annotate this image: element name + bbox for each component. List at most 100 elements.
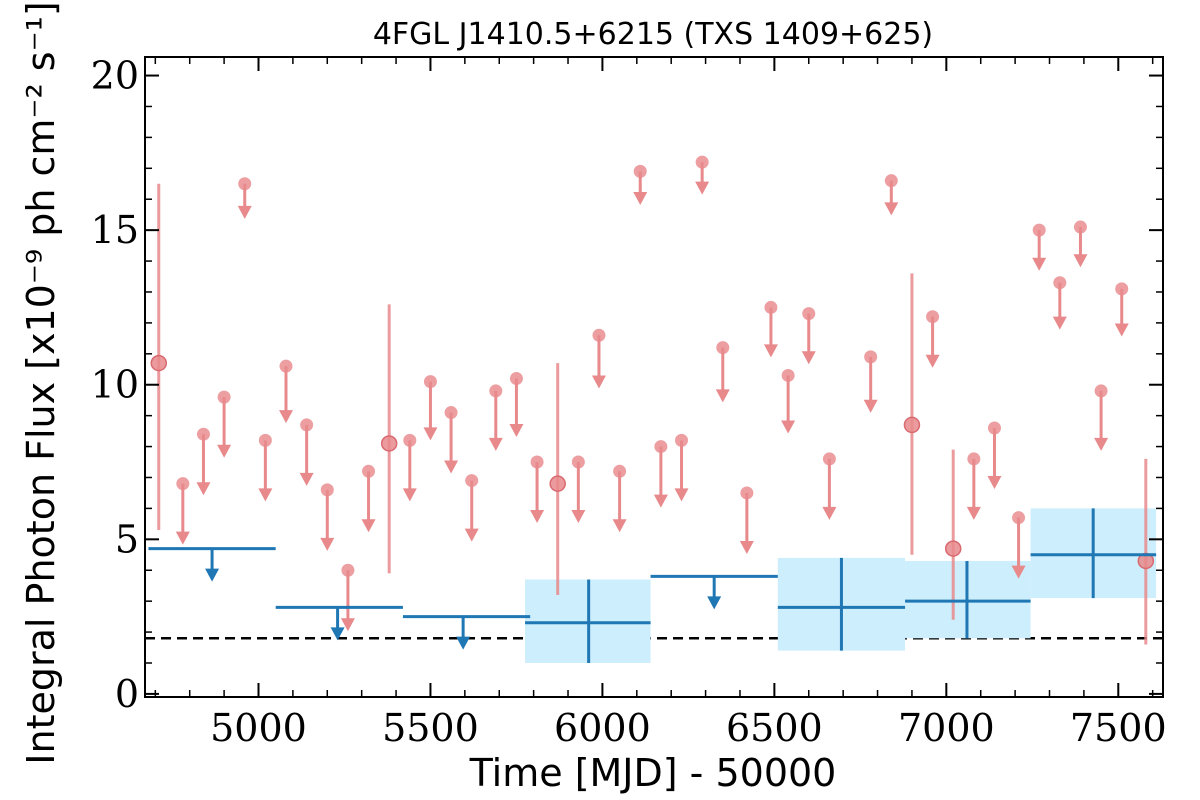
fine-upper-limit-point (362, 464, 376, 478)
fine-detection-point (150, 354, 168, 372)
fine-upper-limit-point (444, 406, 458, 420)
fine-upper-limit-point (1094, 384, 1108, 398)
fine-upper-limit-arrowhead (320, 537, 335, 551)
fine-upper-limit-arrowhead (1073, 254, 1088, 268)
x-tick-label: 5500 (382, 706, 479, 750)
fine-upper-limit-arrowhead (801, 351, 816, 365)
fine-upper-limit-arrowhead (488, 437, 503, 451)
fine-upper-limit-point (1032, 223, 1046, 237)
fine-upper-limit-arrowhead (1114, 323, 1129, 337)
coarse-upper-limit-arrowhead (205, 568, 220, 582)
fine-upper-limit-arrowhead (402, 488, 417, 502)
fine-upper-limit-arrowhead (1011, 565, 1026, 579)
fine-upper-limit-arrowhead (591, 375, 606, 389)
fine-upper-limit-point (176, 477, 190, 491)
fine-upper-limit-point (802, 307, 816, 321)
y-tick-label: 15 (91, 208, 139, 252)
y-tick-label: 0 (115, 672, 139, 716)
fine-detection-point (549, 475, 566, 492)
fine-upper-limit-arrowhead (822, 506, 837, 520)
fine-upper-limit-arrowhead (695, 181, 710, 195)
fine-upper-limit-point (1012, 511, 1026, 525)
x-tick-label: 7000 (898, 706, 995, 750)
fine-upper-limit-arrowhead (884, 202, 899, 216)
x-tick-label: 6000 (554, 706, 651, 750)
y-tick-label: 5 (115, 517, 139, 561)
coarse-upper-limit-arrowhead (330, 627, 345, 641)
fine-upper-limit-point (864, 350, 878, 364)
fine-upper-limit-arrowhead (1094, 437, 1109, 451)
fine-upper-limit-point (341, 563, 355, 577)
fine-upper-limit-arrowhead (217, 444, 232, 458)
fine-upper-limit-arrowhead (653, 494, 668, 508)
fine-upper-limit-point (320, 483, 334, 497)
fine-upper-limit-point (238, 177, 252, 191)
fine-upper-limit-arrowhead (299, 472, 314, 486)
fine-upper-limit-point (465, 474, 479, 488)
fine-upper-limit-point (1115, 282, 1129, 296)
fine-upper-limit-point (781, 368, 795, 382)
fine-upper-limit-arrowhead (715, 389, 730, 403)
fine-upper-limit-point (489, 384, 503, 398)
fine-upper-limit-point (822, 452, 836, 466)
fine-upper-limit-point (403, 433, 417, 447)
fine-upper-limit-arrowhead (444, 460, 459, 474)
fine-upper-limit-arrowhead (509, 423, 524, 437)
fine-upper-limit-point (654, 440, 668, 454)
fine-upper-limit-arrowhead (530, 510, 545, 524)
x-tick-label: 5000 (210, 706, 307, 750)
fine-upper-limit-arrowhead (781, 420, 796, 434)
fine-upper-limit-point (530, 455, 544, 469)
fine-upper-limit-arrowhead (423, 427, 438, 441)
y-axis-label: Integral Photon Flux [x10⁻⁹ ph cm⁻² s⁻¹] (19, 1, 63, 764)
fine-upper-limit-point (926, 310, 940, 324)
fine-upper-limit-arrowhead (925, 354, 940, 368)
fine-upper-limit-point (300, 418, 314, 432)
fine-upper-limit-point (695, 155, 709, 169)
plot-frame (144, 56, 1164, 698)
coarse-upper-limit-arrowhead (456, 636, 471, 650)
fine-upper-limit-arrowhead (279, 410, 294, 424)
fine-upper-limit-point (884, 174, 898, 188)
x-axis-label: Time [MJD] - 50000 (469, 751, 837, 795)
coarse-series-layer (148, 508, 1157, 663)
fine-upper-limit-arrowhead (258, 488, 273, 502)
fine-upper-limit-point (509, 372, 523, 386)
fine-upper-limit-point (613, 464, 627, 478)
x-tick-label: 7500 (1070, 706, 1167, 750)
fine-upper-limit-point (675, 433, 689, 447)
fine-upper-limit-arrowhead (340, 618, 355, 632)
fine-upper-limit-arrowhead (571, 510, 586, 524)
fine-upper-limit-arrowhead (966, 506, 981, 520)
fine-upper-limit-point (423, 375, 437, 389)
fine-upper-limit-arrowhead (175, 531, 190, 545)
fine-upper-limit-arrowhead (674, 488, 689, 502)
fine-upper-limit-arrowhead (361, 519, 376, 533)
fine-upper-limit-arrowhead (237, 205, 252, 219)
fine-upper-limit-point (633, 164, 647, 178)
fine-upper-limit-arrowhead (633, 191, 648, 205)
fine-upper-limit-point (571, 455, 585, 469)
fine-upper-limit-arrowhead (739, 540, 754, 554)
fine-upper-limit-point (217, 390, 231, 404)
fine-upper-limit-point (740, 486, 754, 500)
fine-upper-limit-arrowhead (863, 399, 878, 413)
fine-series-layer (150, 155, 1155, 645)
fine-upper-limit-point (1073, 220, 1087, 234)
fine-upper-limit-arrowhead (763, 344, 778, 358)
fine-upper-limit-arrowhead (464, 528, 479, 542)
axes-layer: 5000 5500 6000 6500 7000 7500 0 5 10 15 20 (91, 54, 1167, 750)
fine-upper-limit-arrowhead (1032, 257, 1047, 271)
fine-upper-limit-point (196, 427, 210, 441)
fine-upper-limit-point (1053, 276, 1067, 290)
fine-upper-limit-arrowhead (196, 482, 211, 496)
fine-upper-limit-point (967, 452, 981, 466)
fine-upper-limit-arrowhead (1052, 316, 1067, 330)
chart-title: 4FGL J1410.5+6215 (TXS 1409+625) (373, 17, 933, 52)
fine-upper-limit-arrowhead (612, 519, 627, 533)
fine-detection-point (380, 435, 398, 452)
fine-upper-limit-point (279, 359, 293, 373)
y-tick-label: 10 (91, 363, 139, 407)
fine-upper-limit-point (987, 421, 1001, 435)
